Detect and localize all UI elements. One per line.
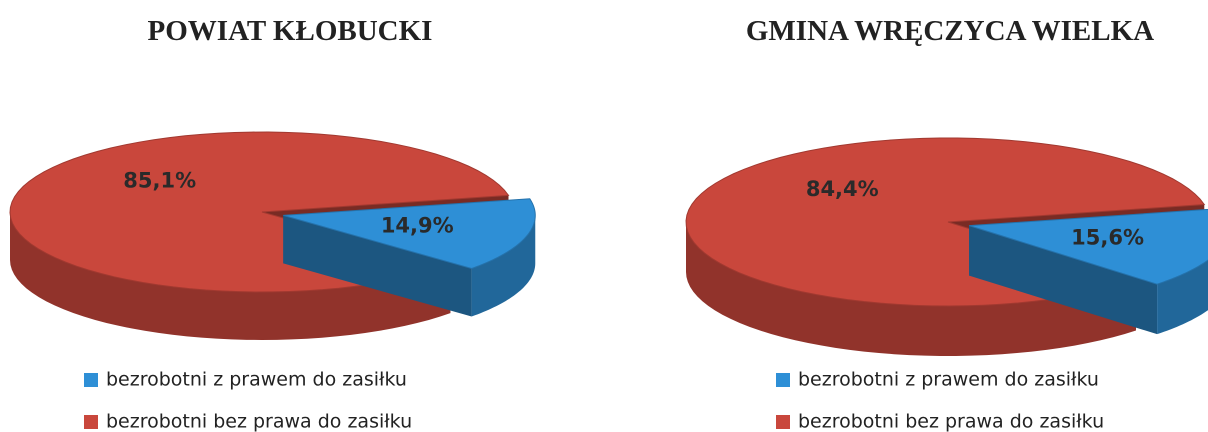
value-label: 85,1% bbox=[123, 168, 196, 192]
chart-title: POWIAT KŁOBUCKI bbox=[148, 15, 433, 47]
pie-slice bbox=[283, 198, 536, 270]
legend-label: bezrobotni bez prawa do zasiłku bbox=[106, 411, 412, 432]
pie-face bbox=[969, 225, 1158, 335]
legend-label: bezrobotni z prawem do zasiłku bbox=[798, 369, 1099, 391]
pie-slice bbox=[968, 208, 1208, 285]
pie-face bbox=[283, 215, 472, 317]
legend-swatch bbox=[84, 373, 98, 387]
value-label: 14,9% bbox=[381, 214, 454, 238]
legend-swatch bbox=[776, 415, 790, 429]
legend-swatch bbox=[84, 415, 98, 429]
legend-label: bezrobotni z prawem do zasiłku bbox=[106, 369, 407, 391]
value-label: 84,4% bbox=[806, 177, 879, 201]
pie-side bbox=[471, 215, 536, 317]
pie-side bbox=[686, 222, 1136, 356]
pie-side bbox=[10, 212, 451, 340]
legend-swatch bbox=[776, 373, 790, 387]
legend-label: bezrobotni bez prawa do zasiłku bbox=[798, 411, 1104, 432]
pie-side bbox=[1157, 260, 1208, 335]
chart-title: GMINA WRĘCZYCA WIELKA bbox=[746, 15, 1154, 47]
value-label: 15,6% bbox=[1071, 225, 1144, 249]
